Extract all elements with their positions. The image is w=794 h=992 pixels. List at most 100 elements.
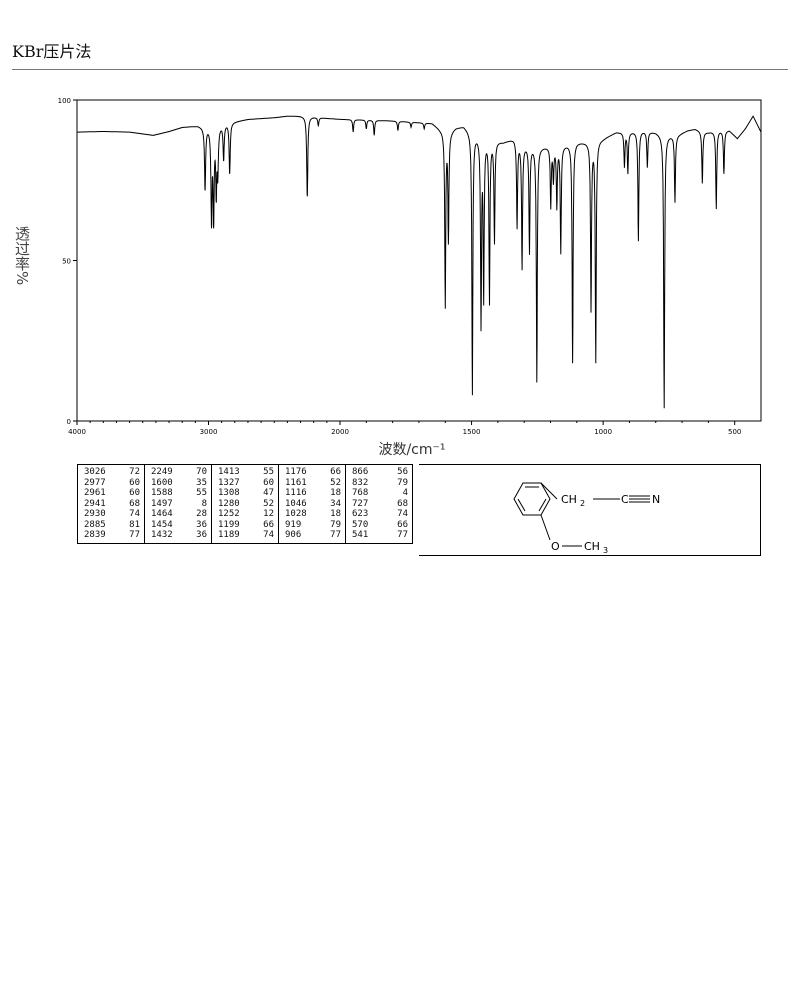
peak-table-column: 2249 70 1600 35 1588 55 1497 8 1464 28 1454 36 1432 3… (144, 464, 212, 544)
peak-entry: 1497 8 (151, 499, 207, 510)
peak-transmittance: 18 (330, 488, 341, 498)
structure-panel: CH 2 C N O CH 3 (419, 464, 761, 556)
y-tick-label: 100 (58, 97, 71, 105)
ring-double-bond-2 (517, 498, 526, 512)
peak-wavenumber: 2885 (84, 519, 106, 530)
peak-wavenumber: 919 (285, 519, 302, 530)
peak-entry: 832 79 (352, 478, 408, 489)
peak-entry: 1280 52 (218, 499, 274, 510)
peak-transmittance: 68 (129, 498, 140, 509)
peak-transmittance: 52 (263, 498, 274, 509)
peak-transmittance: 79 (397, 477, 408, 488)
peak-entry: 1028 18 (285, 509, 341, 520)
peak-wavenumber: 570 (352, 519, 369, 530)
peak-entry: 1116 18 (285, 488, 341, 499)
peak-transmittance: 18 (330, 509, 341, 519)
peak-transmittance: 74 (129, 509, 140, 519)
peak-transmittance: 72 (129, 467, 140, 477)
peak-table-column: 1413 55 1327 60 1308 47 1280 52 1252 12 1199 66 1189… (211, 464, 279, 544)
chain-ch-label: CH (561, 493, 577, 506)
peak-wavenumber: 1116 (285, 488, 307, 498)
ring-to-ch2-bond (540, 482, 558, 500)
peak-wavenumber: 866 (352, 467, 369, 477)
peak-wavenumber: 1327 (218, 477, 240, 488)
peak-entry: 541 77 (352, 530, 408, 541)
molecule-structure: CH 2 C N O CH 3 (513, 482, 660, 555)
peak-entry: 768 4 (352, 488, 408, 499)
peak-wavenumber: 1497 (151, 498, 173, 509)
peak-transmittance: 8 (201, 498, 207, 509)
peak-entry: 570 66 (352, 520, 408, 531)
peak-transmittance: 60 (263, 477, 274, 488)
peak-wavenumber: 727 (352, 498, 369, 509)
benzene-ring (513, 482, 551, 516)
peak-entry: 1046 34 (285, 499, 341, 510)
methyl-sub3-label: 3 (603, 546, 608, 555)
peak-transmittance: 4 (402, 488, 408, 498)
y-tick-label: 0 (67, 418, 71, 426)
peak-entry: 2930 74 (84, 509, 140, 520)
peak-wavenumber: 1588 (151, 488, 173, 498)
peak-transmittance: 74 (263, 530, 274, 540)
peak-wavenumber: 2941 (84, 498, 106, 509)
peak-entry: 2885 81 (84, 520, 140, 531)
peak-wavenumber: 2839 (84, 530, 106, 540)
peak-transmittance: 55 (196, 488, 207, 498)
peak-wavenumber: 3026 (84, 467, 106, 477)
nitrile-c-label: C (621, 493, 629, 506)
peak-wavenumber: 2977 (84, 477, 106, 488)
peak-entry: 1464 28 (151, 509, 207, 520)
peak-table-row: 3026 72 2977 60 2961 60 2941 68 2930 74 2885 81 2839… (77, 464, 413, 544)
x-tick-label: 500 (728, 428, 741, 436)
peak-wavenumber: 623 (352, 509, 369, 519)
peak-wavenumber: 1413 (218, 467, 240, 477)
peak-wavenumber: 1161 (285, 477, 307, 488)
peak-entry: 906 77 (285, 530, 341, 541)
peak-wavenumber: 768 (352, 488, 369, 498)
peak-transmittance: 66 (263, 519, 274, 530)
peak-entry: 1600 35 (151, 478, 207, 489)
methyl-ch-label: CH (584, 540, 600, 553)
peak-transmittance: 12 (263, 509, 274, 519)
peak-entry: 623 74 (352, 509, 408, 520)
peak-wavenumber: 1308 (218, 488, 240, 498)
peak-transmittance: 55 (263, 467, 274, 477)
peak-wavenumber: 832 (352, 477, 369, 488)
peak-entry: 1327 60 (218, 478, 274, 489)
x-tick-label: 4000 (68, 428, 86, 436)
peak-transmittance: 60 (129, 477, 140, 488)
x-tick-label: 3000 (200, 428, 218, 436)
peak-wavenumber: 1252 (218, 509, 240, 519)
peak-transmittance: 66 (397, 519, 408, 530)
peak-transmittance: 56 (397, 467, 408, 477)
peak-wavenumber: 1432 (151, 530, 173, 540)
peak-transmittance: 66 (330, 467, 341, 477)
peak-wavenumber: 1600 (151, 477, 173, 488)
spectrum-trace (77, 115, 762, 409)
peak-entry: 1432 36 (151, 530, 207, 541)
peak-transmittance: 74 (397, 509, 408, 519)
peak-entry: 866 56 (352, 467, 408, 478)
peak-table-column: 1176 66 1161 52 1116 18 1046 34 1028 18 919 79 906 77 (278, 464, 346, 544)
peak-transmittance: 77 (129, 530, 140, 540)
peak-transmittance: 79 (330, 519, 341, 530)
peak-entry: 727 68 (352, 499, 408, 510)
peak-wavenumber: 1454 (151, 519, 173, 530)
peak-transmittance: 36 (196, 530, 207, 540)
peak-transmittance: 35 (196, 477, 207, 488)
ring-double-bond-3 (538, 498, 547, 512)
peak-transmittance: 34 (330, 498, 341, 509)
peak-transmittance: 68 (397, 498, 408, 509)
peak-wavenumber: 2961 (84, 488, 106, 498)
peak-table-column: 866 56 832 79 768 4 727 68 623 74 570 66 541 77 (345, 464, 413, 544)
chain-sub2-label: 2 (580, 499, 585, 508)
peak-wavenumber: 1189 (218, 530, 240, 540)
peak-transmittance: 28 (196, 509, 207, 519)
peak-transmittance: 77 (397, 530, 408, 540)
peak-entry: 1189 74 (218, 530, 274, 541)
peak-entry: 3026 72 (84, 467, 140, 478)
header-divider (12, 69, 788, 70)
oxygen-label: O (551, 540, 560, 553)
peak-wavenumber: 1028 (285, 509, 307, 519)
peak-transmittance: 70 (196, 467, 207, 477)
